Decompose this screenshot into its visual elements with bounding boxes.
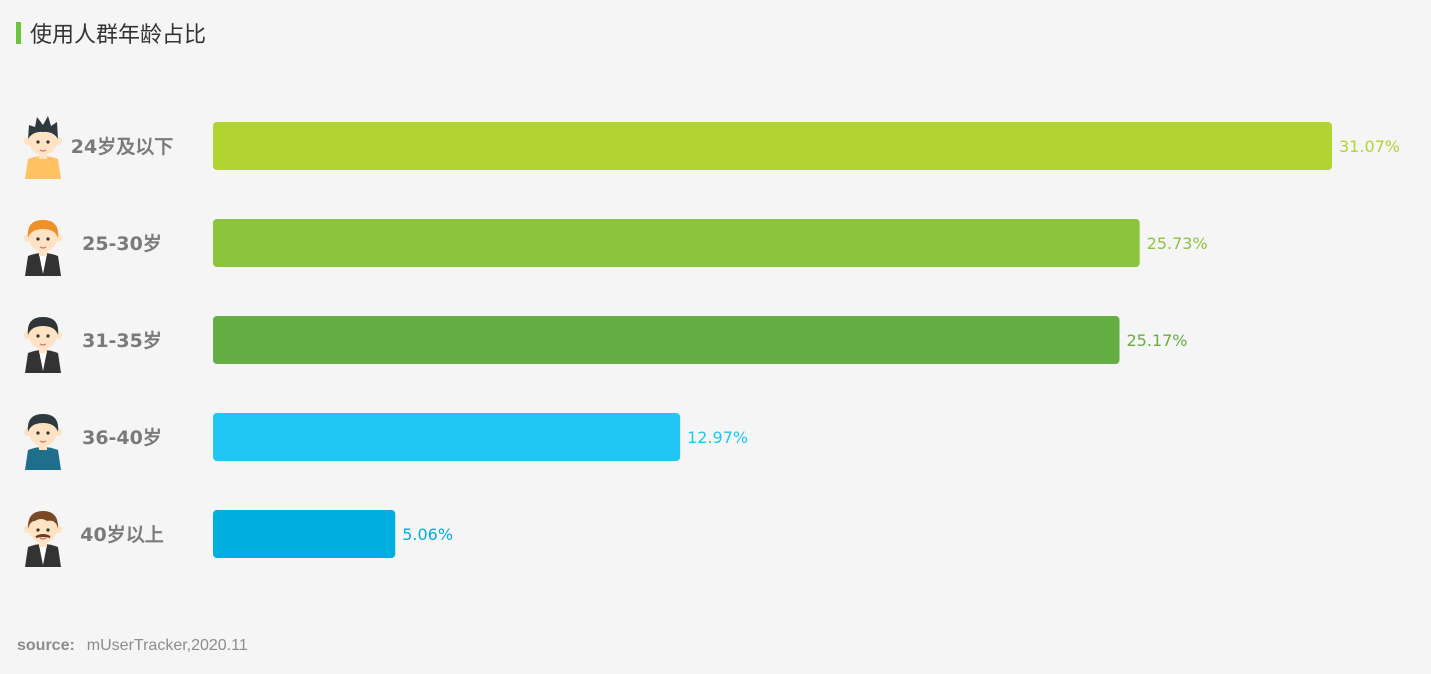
bar-1 xyxy=(213,219,1140,267)
man-suit-icon xyxy=(24,317,62,373)
value-label-3: 12.97% xyxy=(687,428,748,447)
bar-3 xyxy=(213,413,681,461)
value-label-1: 25.73% xyxy=(1147,234,1208,253)
chart-title-group: 使用人群年龄占比 xyxy=(16,20,207,48)
bar-4 xyxy=(213,510,396,558)
mustache-man-suit-icon xyxy=(24,511,62,567)
category-label-3: 36-40岁 xyxy=(82,426,162,449)
young-man-yellow-shirt-icon xyxy=(24,116,62,179)
bar-2 xyxy=(213,316,1120,364)
category-label-4: 40岁以上 xyxy=(80,523,163,546)
bars xyxy=(213,122,1332,558)
bar-0 xyxy=(213,122,1332,170)
title-accent-bar xyxy=(16,22,21,44)
ginger-man-suit-icon xyxy=(24,220,62,276)
source-label: source: xyxy=(17,637,75,654)
value-label-4: 5.06% xyxy=(402,525,453,544)
avatar-icons xyxy=(24,116,62,567)
category-label-2: 31-35岁 xyxy=(82,329,162,352)
value-labels: 31.07% 25.73% 25.17% 12.97% 5.06% xyxy=(402,137,1400,544)
category-label-0: 24岁及以下 xyxy=(71,135,173,158)
category-label-1: 25-30岁 xyxy=(82,232,162,255)
man-blue-shirt-icon xyxy=(24,414,62,470)
value-label-0: 31.07% xyxy=(1339,137,1400,156)
value-label-2: 25.17% xyxy=(1127,331,1188,350)
chart-title: 使用人群年龄占比 xyxy=(30,23,207,48)
source-value: mUserTracker,2020.11 xyxy=(86,637,248,654)
category-labels: 24岁及以下 25-30岁 31-35岁 36-40岁 40岁以上 xyxy=(71,135,173,546)
source-note: source: mUserTracker,2020.11 xyxy=(17,637,248,655)
